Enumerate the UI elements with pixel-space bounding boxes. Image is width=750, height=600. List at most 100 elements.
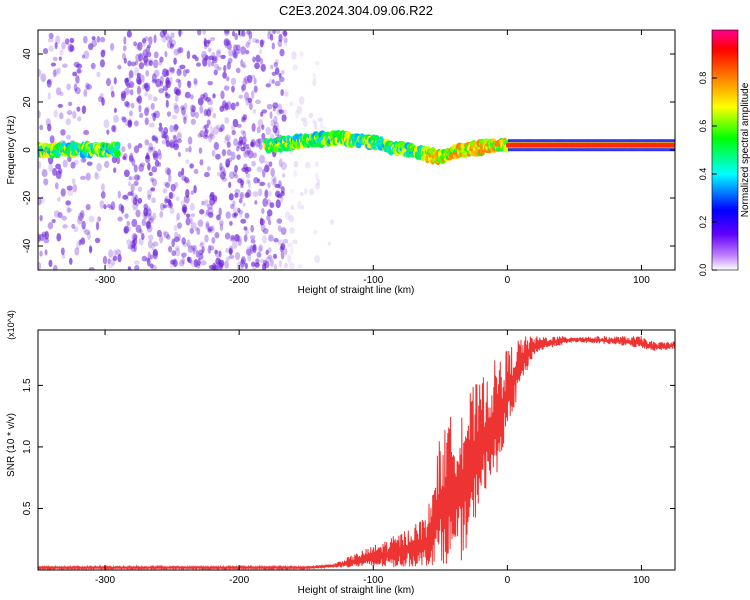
noise-blob bbox=[43, 237, 50, 244]
noise-blob bbox=[49, 135, 55, 144]
noise-blob bbox=[228, 171, 235, 180]
noise-blob bbox=[173, 48, 180, 56]
noise-blob bbox=[314, 255, 321, 263]
noise-blob bbox=[205, 220, 210, 228]
noise-blob bbox=[62, 159, 68, 168]
noise-blob bbox=[158, 152, 162, 160]
noise-blob bbox=[260, 223, 266, 232]
snr-xtick-label: -100 bbox=[363, 575, 383, 586]
noise-blob bbox=[162, 188, 168, 194]
noise-blob bbox=[157, 148, 162, 156]
noise-blob bbox=[226, 40, 232, 46]
noise-blob bbox=[161, 134, 167, 139]
noise-blob bbox=[159, 202, 165, 211]
noise-blob bbox=[131, 158, 136, 167]
noise-blob bbox=[155, 136, 159, 144]
noise-blob bbox=[154, 159, 160, 167]
noise-blob bbox=[164, 91, 168, 97]
noise-blob bbox=[284, 37, 288, 46]
noise-blob bbox=[39, 250, 43, 257]
noise-blob bbox=[189, 217, 193, 224]
noise-blob bbox=[134, 265, 140, 270]
noise-blob bbox=[197, 133, 203, 138]
noise-blob bbox=[260, 39, 264, 48]
noise-blob bbox=[129, 110, 133, 117]
noise-blob bbox=[194, 226, 199, 231]
noise-blob bbox=[206, 119, 211, 126]
noise-blob bbox=[149, 146, 156, 151]
noise-blob bbox=[274, 183, 281, 189]
noise-blob bbox=[152, 212, 157, 221]
noise-blob bbox=[102, 49, 107, 54]
noise-blob bbox=[73, 61, 80, 68]
noise-blob bbox=[209, 245, 215, 251]
noise-blob bbox=[187, 213, 192, 219]
noise-blob bbox=[233, 44, 238, 52]
noise-blob bbox=[148, 142, 153, 151]
noise-blob bbox=[268, 30, 273, 37]
noise-blob bbox=[147, 234, 154, 241]
noise-blob bbox=[146, 257, 151, 267]
noise-blob bbox=[222, 71, 227, 79]
noise-blob bbox=[258, 244, 264, 252]
noise-blob bbox=[323, 126, 327, 131]
noise-blob bbox=[95, 221, 100, 231]
noise-blob bbox=[291, 51, 297, 60]
noise-blob bbox=[198, 253, 204, 260]
noise-blob bbox=[111, 258, 116, 266]
noise-blob bbox=[226, 61, 231, 70]
noise-blob bbox=[178, 47, 184, 54]
noise-blob bbox=[219, 105, 225, 112]
noise-blob bbox=[217, 258, 222, 265]
noise-blob bbox=[168, 191, 173, 200]
noise-blob bbox=[159, 80, 163, 87]
noise-blob bbox=[149, 263, 154, 269]
noise-blob bbox=[220, 124, 225, 132]
noise-blob bbox=[151, 73, 157, 82]
noise-blob bbox=[123, 152, 128, 161]
noise-blob bbox=[82, 227, 87, 233]
noise-blob bbox=[268, 190, 272, 197]
noise-blob bbox=[168, 139, 175, 148]
noise-blob bbox=[124, 101, 130, 107]
colorbar: 0.0 0.2 0.4 0.6 0.8 Normalized spectral ampl… bbox=[698, 29, 750, 276]
noise-blob bbox=[218, 207, 222, 217]
noise-blob bbox=[62, 224, 68, 229]
noise-blob bbox=[97, 96, 104, 103]
noise-blob bbox=[312, 72, 317, 82]
noise-blob bbox=[127, 191, 133, 196]
noise-blob bbox=[176, 212, 181, 220]
noise-blob bbox=[254, 62, 260, 70]
noise-blob bbox=[164, 50, 168, 58]
noise-blob bbox=[186, 50, 191, 60]
noise-blob bbox=[243, 150, 249, 158]
noise-blob bbox=[238, 209, 244, 215]
noise-blob bbox=[175, 217, 179, 222]
noise-blob bbox=[59, 112, 64, 120]
noise-blob bbox=[203, 109, 209, 117]
noise-blob bbox=[268, 161, 273, 167]
noise-blob bbox=[152, 241, 159, 247]
noise-blob bbox=[150, 102, 155, 111]
noise-blob bbox=[198, 147, 203, 154]
noise-blob bbox=[72, 110, 77, 119]
noise-blob bbox=[148, 122, 155, 128]
noise-blob bbox=[236, 49, 241, 55]
noise-blob bbox=[250, 74, 256, 79]
noise-blob bbox=[151, 197, 156, 204]
noise-blob bbox=[289, 226, 295, 234]
noise-blob bbox=[60, 188, 66, 197]
noise-blob bbox=[127, 60, 132, 67]
noise-blob bbox=[133, 145, 140, 154]
noise-blob bbox=[242, 114, 248, 121]
noise-blob bbox=[69, 37, 75, 44]
noise-blob bbox=[77, 116, 82, 122]
noise-blob bbox=[210, 36, 216, 42]
noise-blob bbox=[242, 77, 247, 87]
noise-blob bbox=[225, 256, 230, 262]
noise-blob bbox=[133, 244, 137, 252]
noise-blob bbox=[205, 209, 210, 216]
noise-blob bbox=[127, 142, 132, 150]
noise-blob bbox=[211, 51, 216, 58]
noise-blob bbox=[252, 266, 257, 270]
